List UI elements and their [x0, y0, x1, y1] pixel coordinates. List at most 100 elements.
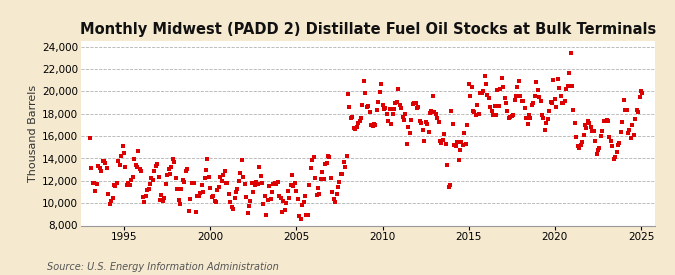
Point — [223, 192, 234, 196]
Point — [472, 103, 483, 107]
Point — [199, 175, 210, 180]
Point — [159, 196, 169, 200]
Point — [505, 115, 516, 119]
Point — [454, 158, 464, 163]
Point — [286, 183, 296, 187]
Point — [103, 192, 113, 196]
Point — [130, 163, 141, 167]
Point — [407, 102, 418, 107]
Point — [636, 89, 647, 94]
Point — [261, 213, 271, 218]
Point — [122, 183, 132, 187]
Point — [208, 194, 219, 198]
Point — [304, 183, 315, 187]
Point — [255, 173, 266, 178]
Point — [384, 107, 395, 111]
Point — [618, 98, 629, 102]
Point — [413, 104, 424, 109]
Point — [320, 162, 331, 166]
Point — [195, 190, 206, 195]
Point — [273, 179, 284, 184]
Point — [351, 125, 362, 129]
Point — [313, 186, 323, 191]
Point — [269, 180, 280, 185]
Point — [605, 138, 616, 143]
Y-axis label: Thousand Barrels: Thousand Barrels — [28, 85, 38, 182]
Point — [390, 101, 401, 106]
Point — [585, 125, 596, 130]
Point — [323, 154, 333, 158]
Point — [367, 124, 378, 129]
Point — [426, 109, 437, 113]
Point — [376, 82, 387, 87]
Point — [238, 174, 248, 179]
Point — [371, 108, 382, 112]
Point — [435, 138, 446, 143]
Point — [455, 148, 466, 153]
Point — [333, 185, 344, 189]
Point — [101, 166, 112, 170]
Point — [114, 163, 125, 167]
Point — [129, 157, 140, 161]
Point — [169, 160, 180, 164]
Point — [327, 189, 338, 194]
Point — [504, 116, 514, 120]
Point — [173, 198, 184, 203]
Point — [379, 107, 389, 111]
Point — [572, 144, 583, 148]
Point — [581, 125, 592, 130]
Point — [433, 120, 444, 125]
Point — [425, 111, 435, 115]
Point — [370, 122, 381, 127]
Point — [462, 123, 472, 127]
Point — [234, 178, 244, 183]
Point — [97, 159, 108, 163]
Point — [593, 147, 603, 152]
Point — [501, 100, 512, 105]
Point — [271, 182, 281, 186]
Point — [387, 112, 398, 116]
Point — [219, 169, 230, 173]
Point — [548, 78, 559, 82]
Point — [311, 193, 322, 197]
Point — [358, 79, 369, 83]
Point — [366, 123, 377, 128]
Point — [456, 140, 467, 144]
Point — [274, 194, 285, 198]
Point — [222, 180, 233, 185]
Point — [630, 116, 641, 121]
Point — [403, 125, 414, 129]
Point — [291, 188, 302, 193]
Point — [601, 118, 612, 122]
Point — [410, 101, 421, 105]
Point — [522, 122, 533, 127]
Point — [478, 89, 489, 94]
Point — [560, 99, 570, 103]
Point — [350, 126, 360, 131]
Point — [483, 96, 494, 100]
Point — [165, 172, 176, 177]
Point — [562, 84, 573, 89]
Point — [541, 121, 551, 125]
Point — [468, 108, 479, 113]
Point — [520, 116, 531, 121]
Point — [440, 142, 451, 146]
Point — [230, 196, 240, 200]
Point — [136, 169, 146, 173]
Point — [535, 99, 546, 103]
Point — [192, 194, 202, 199]
Point — [95, 166, 105, 170]
Point — [532, 88, 543, 92]
Point — [512, 85, 523, 89]
Point — [491, 113, 502, 117]
Point — [200, 168, 211, 172]
Point — [402, 142, 412, 147]
Point — [324, 155, 335, 159]
Point — [120, 165, 131, 169]
Point — [406, 118, 416, 122]
Point — [288, 184, 299, 189]
Point — [225, 200, 236, 204]
Point — [485, 105, 495, 109]
Point — [115, 154, 126, 158]
Point — [146, 176, 157, 180]
